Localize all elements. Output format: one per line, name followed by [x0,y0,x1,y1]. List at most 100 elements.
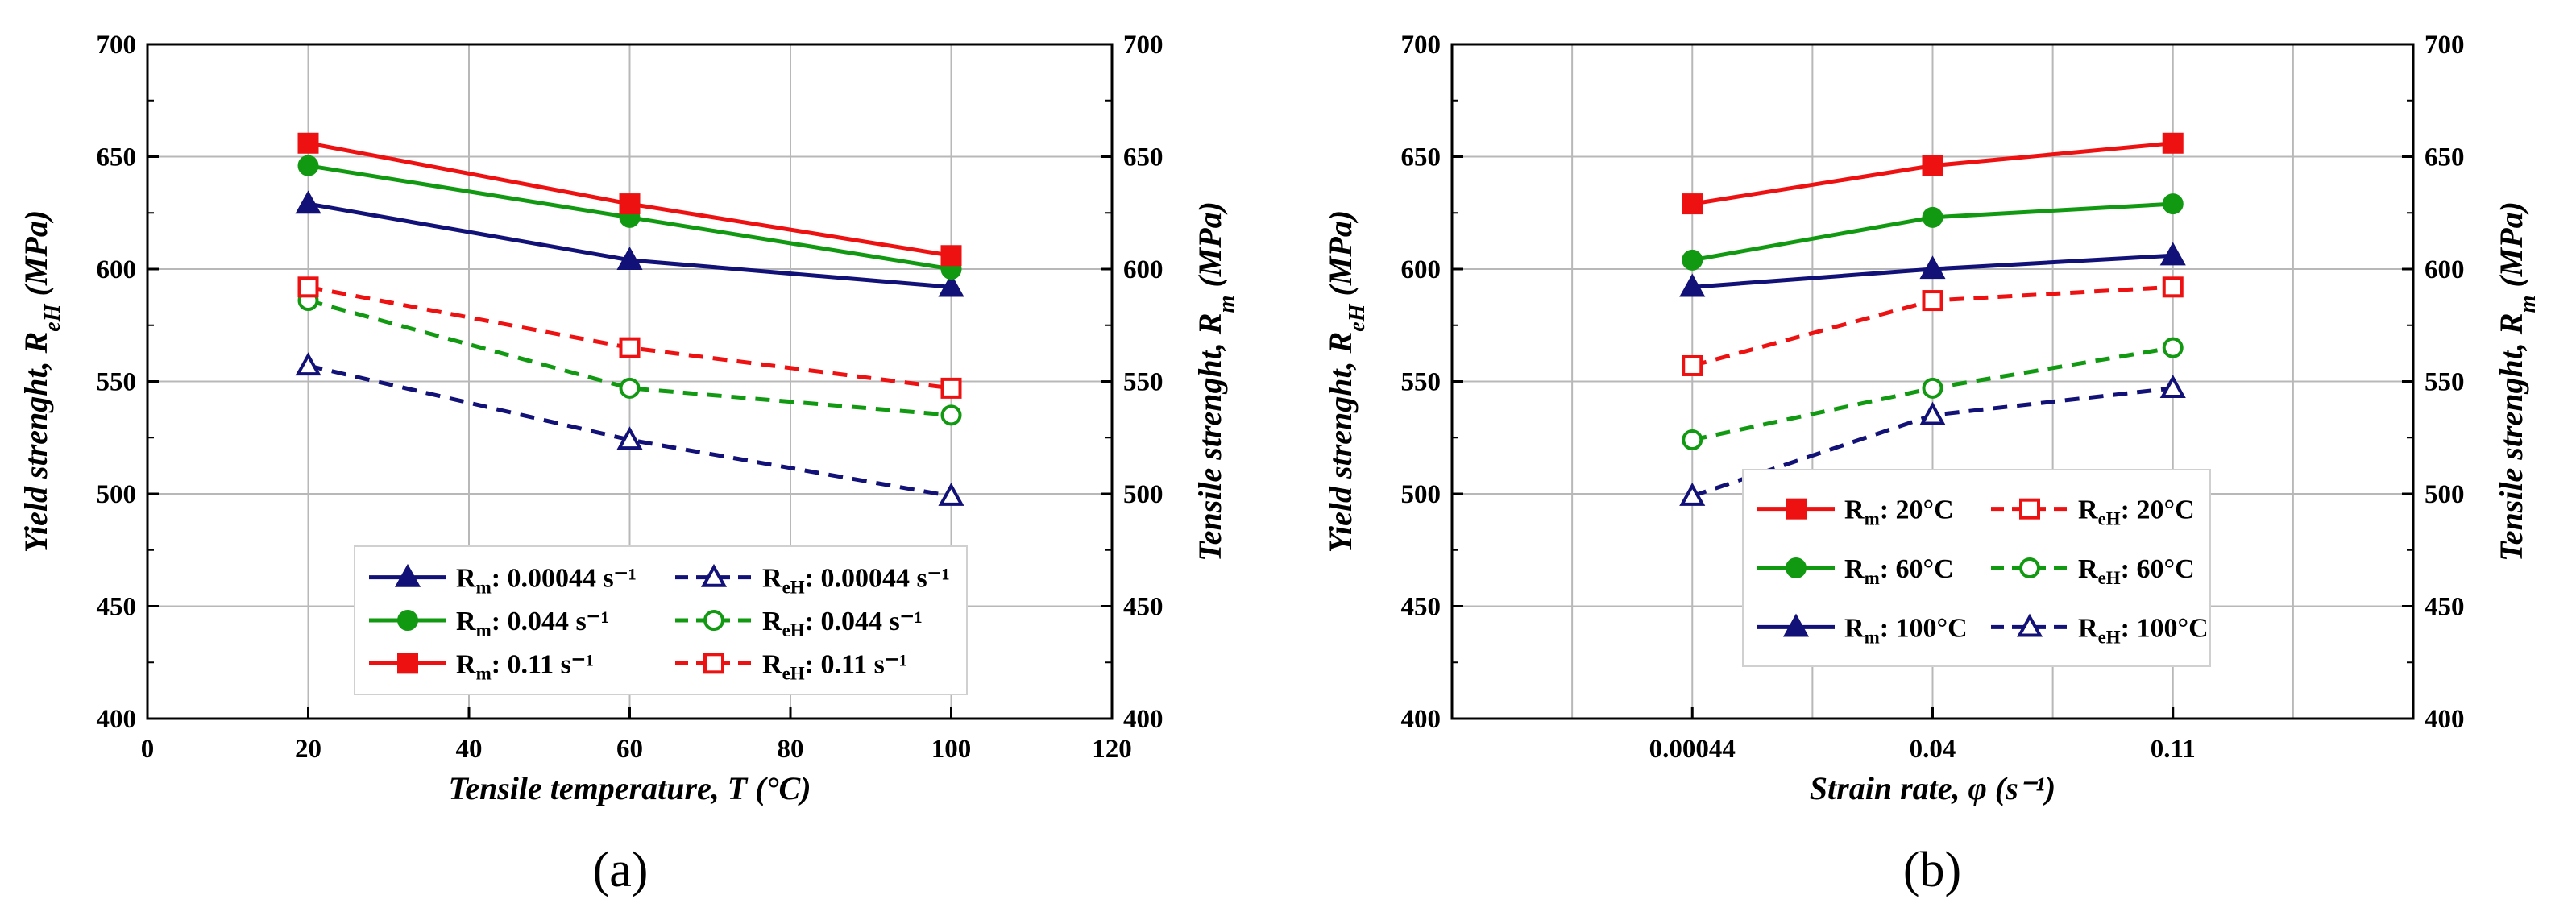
series-Rm: 0.11 s⁻¹ [297,132,962,267]
data-point [297,276,319,298]
x-tick-label: 0.11 [2151,735,2196,764]
series-Rm: 60°C [1682,193,2184,271]
x-tick-label: 60 [616,735,643,764]
legend-label: Rm: 0.11 s⁻¹ [456,649,594,683]
legend-label: ReH: 0.00044 s⁻¹ [762,564,950,598]
series-Rm: 20°C [1682,132,2184,215]
legend-label: ReH: 0.044 s⁻¹ [762,607,923,640]
y-tick-label-left: 700 [97,31,137,60]
y-tick-label-left: 450 [1401,593,1441,622]
legend-item: ReH: 20°C [1991,495,2195,529]
x-tick-label: 40 [456,735,483,764]
data-point [295,352,321,376]
legend-marker [2019,557,2040,578]
x-tick-label: 80 [778,735,804,764]
y-tick-label-left: 500 [1401,480,1441,509]
legend-label: Rm: 100°C [1844,613,1968,647]
data-point [297,155,319,176]
series-Rm: 0.00044 s⁻¹ [295,190,964,297]
data-point [1682,354,1703,376]
y-axis-title-right: Tensile strenght, Rm (MPa) [1192,201,1239,562]
y-tick-label-left: 500 [97,480,137,509]
legend-box [354,545,968,695]
x-tick-label: 20 [295,735,321,764]
y-tick-label-left: 450 [97,593,137,622]
panel-label: (b) [1903,843,1961,897]
series-ReH: 20°C [1682,276,2184,376]
legend-item: Rm: 0.044 s⁻¹ [369,607,609,640]
legend-marker [2019,498,2040,520]
series-ReH: 0.11 s⁻¹ [297,276,962,399]
data-point [616,247,643,270]
legend-marker [1786,557,1807,578]
data-point [1922,206,1943,228]
data-point [1922,155,1943,176]
data-point [2162,276,2184,298]
legend-item: ReH: 0.00044 s⁻¹ [675,564,950,598]
chart-panel-b: 400 400 450 450 500 500 550 550 600 600 650 650 700 7… [1322,31,2541,897]
x-tick-label: 120 [1092,735,1132,764]
data-point [1919,255,1946,280]
data-point [616,426,643,450]
series-Rm: 100°C [1679,242,2186,297]
y-tick-label-right: 500 [1123,480,1164,509]
y-tick-label-right: 600 [1123,255,1164,284]
y-tick-label-left: 550 [97,368,137,397]
legend-label: Rm: 60°C [1844,554,1954,588]
y-tick-label-left: 650 [1401,143,1441,172]
data-point [1682,429,1703,451]
y-tick-label-right: 450 [2425,593,2465,622]
data-point [619,377,641,399]
data-point [2159,242,2186,266]
y-tick-label-right: 450 [1123,593,1164,622]
legend: Rm: 20°C ReH: 20°C Rm: 60°C ReH: 60°C Rm: 10… [1742,469,2211,667]
legend-item: ReH: 100°C [1991,613,2209,647]
data-point [619,337,641,358]
data-point [938,483,964,506]
panel-label: (a) [593,843,649,897]
data-point [297,132,319,154]
data-point [1922,290,1943,312]
legend-item: ReH: 0.044 s⁻¹ [675,607,923,640]
legend-item: Rm: 0.00044 s⁻¹ [369,564,637,598]
data-point [1679,483,1706,506]
legend-marker [703,653,724,674]
legend-marker [397,610,418,631]
data-point [940,377,962,399]
legend: Rm: 0.00044 s⁻¹ ReH: 0.00044 s⁻¹ Rm: 0.044… [354,545,968,695]
x-tick-label: 0 [141,735,155,764]
data-point [940,404,962,426]
x-tick-label: 0.04 [1910,735,1956,764]
data-point [2162,193,2184,215]
series-Rm: 0.044 s⁻¹ [297,155,962,280]
legend-marker [397,653,418,674]
legend-marker [703,610,724,631]
legend-marker [1782,613,1810,637]
y-tick-label-left: 600 [1401,255,1441,284]
data-point [295,190,321,214]
x-tick-label: 100 [931,735,972,764]
y-tick-label-left: 550 [1401,368,1441,397]
y-axis-title-left: Yield strenght, ReH (MPa) [1322,210,1370,553]
legend-label: ReH: 0.11 s⁻¹ [762,649,907,683]
legend-label: Rm: 0.044 s⁻¹ [456,607,609,640]
legend-item: ReH: 0.11 s⁻¹ [675,649,907,683]
y-tick-label-left: 700 [1401,31,1441,60]
y-axis-title-left: Yield strenght, ReH (MPa) [18,210,65,553]
legend-label: ReH: 100°C [2078,613,2209,647]
y-tick-label-right: 500 [2425,480,2465,509]
y-tick-label-right: 400 [1123,705,1164,734]
y-tick-label-right: 650 [1123,143,1164,172]
legend-marker [700,563,728,587]
y-tick-label-left: 400 [1401,705,1441,734]
legend-marker [1786,498,1807,520]
x-axis-title: Tensile temperature, T (°C) [448,770,811,806]
legend-item: Rm: 60°C [1757,554,1954,588]
series-line [307,298,952,417]
series-ReH: 0.00044 s⁻¹ [295,352,964,506]
y-tick-label-left: 650 [97,143,137,172]
data-point [2162,132,2184,154]
legend-item: Rm: 20°C [1757,495,1954,529]
